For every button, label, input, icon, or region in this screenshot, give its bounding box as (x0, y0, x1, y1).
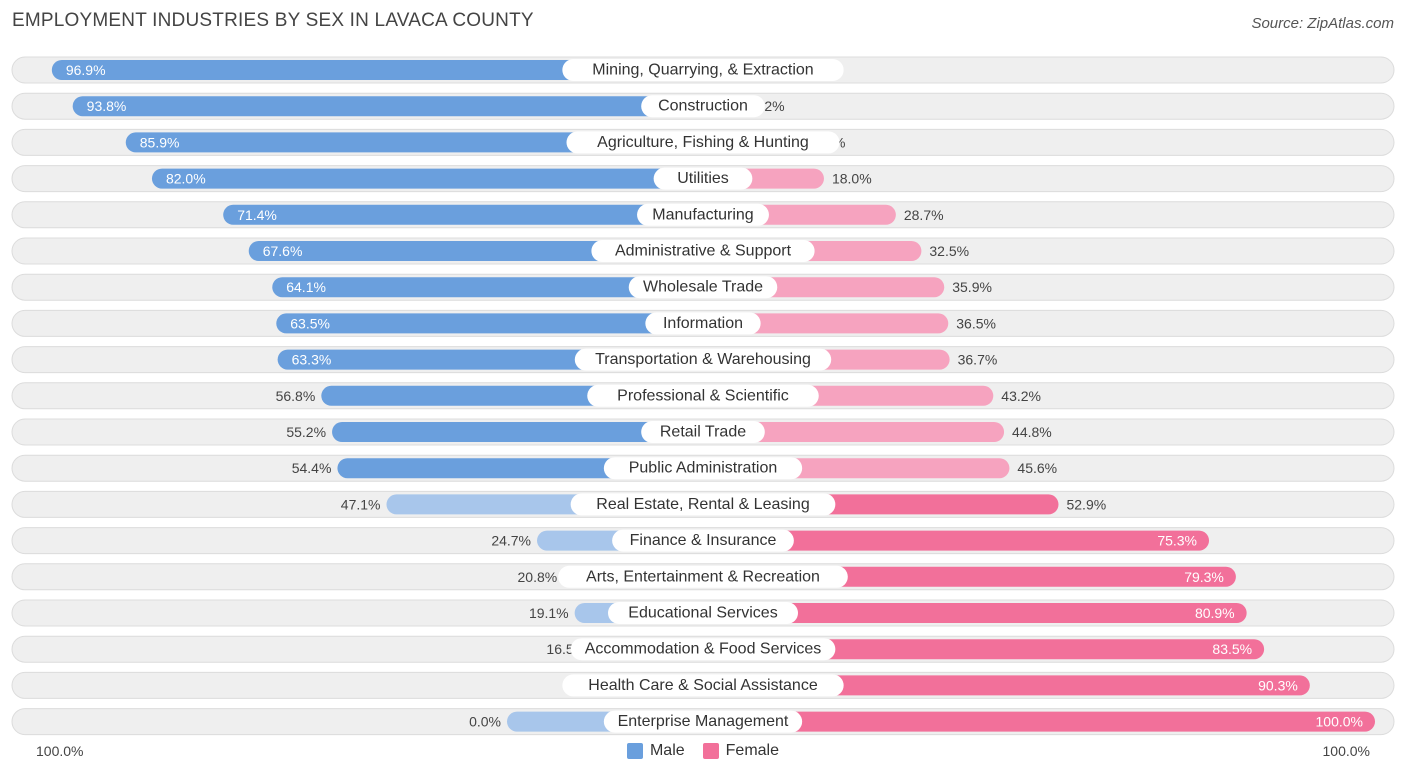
value-label-female: 83.5% (1212, 641, 1252, 657)
value-label-female: 90.3% (1258, 677, 1298, 693)
bar-female (703, 711, 1375, 732)
value-label-female: 79.3% (1184, 569, 1224, 585)
category-pill (628, 276, 778, 299)
legend-swatch-female (702, 743, 719, 759)
category-label: Transportation & Warehousing (595, 351, 811, 368)
category-pill (608, 602, 798, 624)
bar-female (703, 675, 1310, 696)
bar-male (272, 277, 703, 298)
diverging-bar-chart: 96.9%3.1%Mining, Quarrying, & Extraction… (11, 56, 1395, 736)
legend-label-female: Female (725, 742, 780, 759)
category-label: Public Administration (629, 460, 778, 477)
category-label: Mining, Quarrying, & Extraction (592, 62, 813, 79)
bar-male (51, 60, 703, 80)
category-pill (603, 710, 803, 733)
category-label: Arts, Entertainment & Recreation (586, 568, 820, 585)
axis-label-left: 100.0% (36, 743, 84, 759)
bar-male (72, 96, 703, 117)
bar-male (151, 168, 703, 189)
value-label-male: 96.9% (66, 62, 106, 78)
category-pill (641, 95, 765, 118)
value-label-female: 44.8% (1012, 424, 1052, 440)
category-pill (566, 131, 840, 154)
legend-label-male: Male (649, 742, 685, 759)
value-label-male: 19.1% (529, 605, 569, 621)
axis-label-right: 100.0% (1322, 743, 1370, 759)
category-pill (645, 312, 761, 335)
category-label: Enterprise Management (618, 713, 789, 730)
category-pill (562, 59, 844, 81)
category-label: Information (663, 315, 743, 332)
value-label-male: 0.0% (469, 714, 501, 730)
category-label: Real Estate, Rental & Leasing (596, 496, 809, 513)
category-pill (653, 167, 753, 190)
category-pill (591, 240, 815, 262)
bar-male (223, 204, 703, 225)
value-label-male: 54.4% (292, 460, 332, 476)
value-label-female: 32.5% (929, 243, 969, 259)
value-label-male: 47.1% (341, 496, 381, 512)
value-label-male: 67.6% (263, 243, 303, 259)
category-pill (603, 457, 803, 480)
value-label-male: 55.2% (286, 424, 326, 440)
category-label: Construction (658, 98, 748, 115)
value-label-female: 36.7% (958, 352, 998, 368)
value-label-female: 100.0% (1316, 714, 1363, 730)
category-label: Educational Services (628, 605, 777, 622)
category-label: Professional & Scientific (617, 387, 789, 404)
category-pill (562, 674, 844, 697)
category-pill (574, 348, 832, 371)
value-label-female: 28.7% (904, 207, 944, 223)
source-label: Source: ZipAtlas.com (1251, 15, 1394, 32)
category-label: Finance & Insurance (630, 532, 777, 549)
value-label-male: 64.1% (286, 279, 326, 295)
category-label: Wholesale Trade (643, 279, 763, 296)
chart-title: EMPLOYMENT INDUSTRIES BY SEX IN LAVACA C… (12, 10, 534, 31)
bar-female (703, 422, 1005, 442)
value-label-male: 63.3% (292, 352, 332, 368)
category-label: Retail Trade (660, 424, 746, 441)
bar-male (248, 241, 703, 261)
category-label: Accommodation & Food Services (585, 641, 822, 658)
legend-item-male[interactable]: Male (626, 742, 685, 760)
category-pill (587, 384, 819, 407)
category-pill (570, 493, 836, 516)
value-label-male: 24.7% (491, 533, 531, 549)
value-label-female: 80.9% (1195, 605, 1235, 621)
category-pill (641, 421, 765, 443)
bar-male (125, 132, 703, 153)
category-label: Utilities (677, 170, 729, 187)
value-label-male: 93.8% (87, 98, 127, 114)
category-label: Health Care & Social Assistance (588, 677, 818, 694)
value-label-female: 35.9% (952, 279, 992, 295)
value-label-male: 56.8% (276, 388, 316, 404)
value-label-female: 75.3% (1157, 533, 1197, 549)
value-label-female: 52.9% (1066, 496, 1106, 512)
legend-item-female[interactable]: Female (702, 742, 780, 760)
legend: Male Female (0, 742, 1406, 760)
bar-female (703, 530, 1210, 551)
value-label-female: 45.6% (1017, 460, 1057, 476)
value-label-male: 85.9% (140, 134, 180, 150)
category-pill (570, 638, 836, 661)
bar-male (276, 313, 703, 334)
category-label: Manufacturing (652, 206, 753, 223)
value-label-male: 71.4% (237, 207, 277, 223)
value-label-male: 82.0% (166, 171, 206, 187)
bar-male (332, 422, 703, 442)
value-label-female: 43.2% (1001, 388, 1041, 404)
category-label: Administrative & Support (615, 243, 792, 260)
value-label-male: 63.5% (290, 315, 330, 331)
value-label-female: 18.0% (832, 171, 872, 187)
category-pill (612, 529, 794, 552)
category-label: Agriculture, Fishing & Hunting (597, 134, 809, 151)
value-label-male: 20.8% (518, 569, 558, 585)
category-pill (637, 203, 769, 226)
category-pill (558, 565, 848, 588)
bar-female (703, 639, 1265, 660)
value-label-female: 36.5% (956, 315, 996, 331)
bar-female (703, 603, 1247, 623)
legend-swatch-male (626, 743, 643, 759)
bar-female (703, 313, 949, 334)
